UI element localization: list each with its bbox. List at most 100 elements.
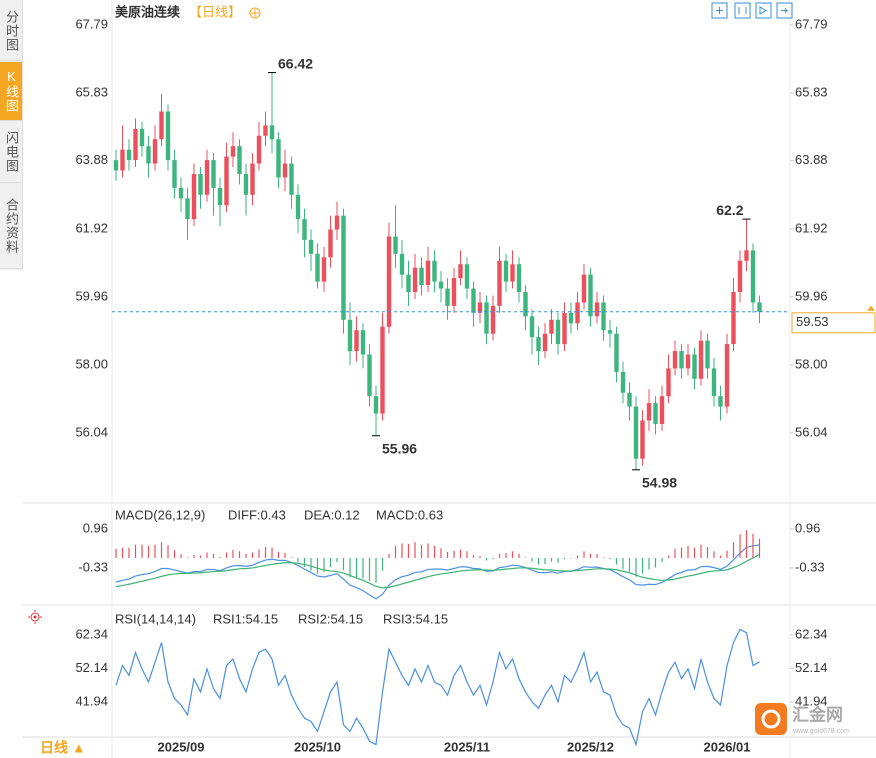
y-tick-label: 58.00 — [75, 356, 108, 371]
macd-bar — [674, 548, 676, 558]
candle-body — [744, 250, 749, 261]
candle-body — [126, 149, 132, 161]
candle-body — [718, 396, 723, 407]
rsi-settings-icon[interactable] — [28, 610, 42, 624]
macd-bar — [154, 544, 156, 558]
macd-line — [115, 553, 760, 589]
macd-bar — [479, 556, 481, 558]
y-tick-label: 59.96 — [75, 288, 108, 303]
candle-body — [198, 173, 203, 195]
macd-bar — [407, 544, 410, 558]
y-tick-label: 63.88 — [795, 152, 828, 167]
sidebar-tab[interactable]: 闪电图 — [0, 122, 22, 183]
sidebar-tab[interactable]: 分时图 — [0, 2, 22, 61]
macd-bar — [323, 557, 325, 572]
candle-body — [321, 257, 327, 282]
candle-body — [211, 160, 216, 188]
candle-body — [438, 281, 444, 289]
candle-body — [120, 149, 125, 171]
y-tick-label: 41.94 — [795, 693, 828, 708]
extreme-label: 55.96 — [382, 440, 417, 456]
candle-body — [568, 312, 574, 324]
period: 【日线】 — [189, 4, 241, 19]
candle-body — [230, 146, 236, 157]
macd-bar — [225, 552, 228, 558]
candle-body — [276, 139, 281, 178]
period-selector[interactable]: 日线 ▲ — [40, 740, 86, 756]
macd-bar — [303, 557, 306, 568]
macd-bar — [420, 544, 423, 558]
candle-body — [172, 160, 177, 188]
y-tick-label: 58.00 — [795, 356, 828, 371]
macd-bar — [687, 545, 689, 558]
y-tick-label: 56.04 — [795, 424, 828, 439]
candle-body — [133, 128, 138, 161]
macd-bar — [115, 548, 117, 558]
y-tick-label: 61.92 — [795, 220, 828, 235]
macd-bar — [427, 543, 429, 558]
macd-bar — [498, 553, 501, 558]
x-tick-label: 2026/01 — [704, 739, 751, 754]
macd-bar — [537, 557, 540, 565]
macd-bar — [615, 557, 618, 565]
macd-bar — [310, 557, 312, 571]
macd-bar — [609, 557, 611, 560]
legend-entry: DIFF:0.43 — [228, 507, 286, 522]
candle-body — [178, 187, 184, 199]
extreme-label: 54.98 — [642, 474, 677, 490]
macd-bar — [349, 557, 351, 578]
candle-body — [165, 111, 171, 161]
rsi-line — [115, 628, 760, 747]
candle-body — [692, 354, 697, 379]
macd-bar — [186, 557, 189, 558]
watermark-url: www.gold678.com — [792, 728, 850, 735]
macd-bar — [362, 557, 364, 579]
macd-bar — [446, 551, 449, 558]
candle-body — [152, 139, 158, 164]
add-icon[interactable] — [249, 7, 261, 19]
candle-body — [601, 302, 606, 331]
macd-bar — [472, 554, 475, 558]
candle-body — [425, 260, 431, 286]
extreme-label: 62.2 — [716, 202, 743, 218]
last-price-box — [791, 312, 876, 334]
macd-bar — [134, 544, 137, 558]
last-price-label: 59.53 — [796, 314, 829, 329]
macd-bar — [180, 554, 182, 558]
candle-body — [224, 156, 229, 206]
macd-bar — [394, 545, 397, 558]
candle-body — [113, 160, 119, 171]
legend-entry: RSI1:54.15 — [213, 611, 278, 626]
x-tick-label: 2025/09 — [158, 739, 205, 754]
sidebar-tab[interactable]: K线图 — [0, 62, 22, 121]
candle-body — [575, 302, 580, 324]
macd-bar — [745, 530, 748, 558]
toolbar[interactable] — [711, 2, 793, 19]
macd-bar — [401, 543, 403, 558]
candle-body — [386, 236, 392, 327]
candle-body — [640, 420, 645, 459]
macd-bar — [297, 557, 299, 563]
y-tick-label: 56.04 — [75, 424, 108, 439]
sidebar-tab[interactable]: 合约资料 — [0, 184, 22, 269]
y-tick-label: 67.79 — [75, 16, 108, 31]
candle-body — [633, 406, 639, 459]
macd-bar — [596, 554, 598, 558]
macd-bar — [648, 557, 650, 570]
macd-bar — [381, 557, 384, 571]
legend-entry: RSI3:54.15 — [383, 611, 448, 626]
candle-body — [191, 173, 197, 220]
macd-bar — [440, 548, 442, 558]
candle-body — [497, 260, 502, 306]
macd-bar — [388, 553, 390, 558]
macd-bar — [355, 557, 358, 578]
macd-bar — [414, 542, 416, 558]
candle-body — [445, 288, 450, 306]
macd-bar — [570, 557, 572, 559]
macd-bar — [550, 557, 553, 562]
candle-body — [588, 274, 593, 317]
macd-bar — [667, 555, 670, 558]
macd-bar — [342, 557, 345, 571]
